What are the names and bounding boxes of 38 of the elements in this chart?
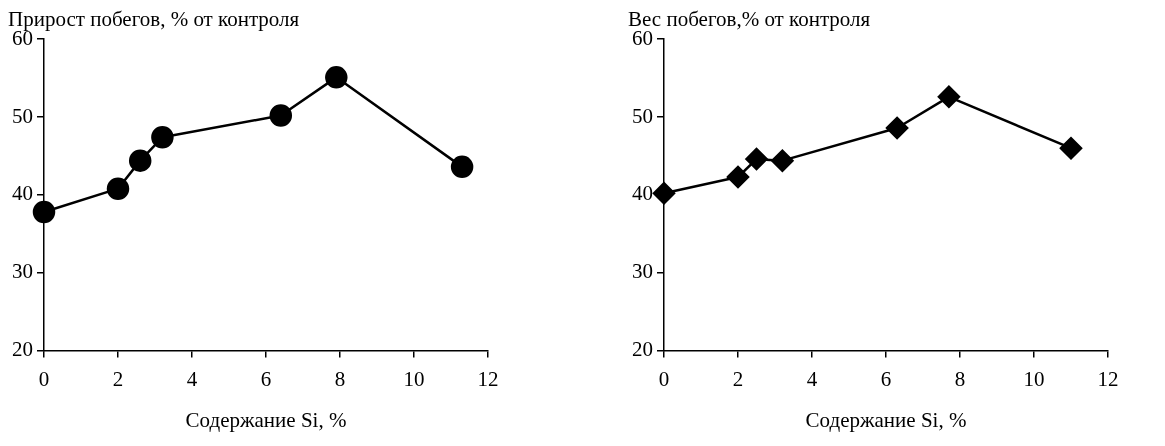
point [128,149,152,172]
point [325,66,348,89]
point [771,149,794,172]
x-tick-label: 0 [658,366,670,391]
x-tick-label: 4 [806,366,818,391]
x-tick-label: 8 [334,366,346,391]
point [937,85,961,109]
y-tick-label: 20 [632,337,653,362]
x-tick-label: 10 [403,366,425,391]
point [450,155,474,179]
point [726,165,750,189]
point [652,182,676,205]
y-tick-label: 30 [12,259,33,284]
x-tick-label: 2 [732,366,744,391]
x-axis-title: Содержание Si, % [185,407,347,432]
x-tick-label: 2 [112,366,124,391]
point [1059,136,1083,160]
x-tick-label: 6 [260,366,272,391]
x-tick-label: 8 [954,366,966,391]
x-tick-label: 12 [477,366,499,391]
point [885,116,909,140]
x-tick-label: 4 [186,366,198,391]
x-tick-label: 12 [1097,366,1119,391]
point [106,177,130,200]
y-tick-label: 40 [12,181,33,206]
point [32,200,56,224]
x-axis-title: Содержание Si, % [805,407,967,432]
y-tick-label: 20 [12,337,33,362]
point [745,147,768,171]
point [269,104,293,127]
x-tick-label: 6 [880,366,892,391]
x-tick-label: 10 [1023,366,1045,391]
y-tick-label: 40 [632,181,653,206]
y-tick-label: 30 [632,259,653,284]
point [151,126,174,149]
y-tick-label: 50 [12,103,33,128]
y-tick-label: 50 [632,103,653,128]
x-tick-label: 0 [38,366,50,391]
